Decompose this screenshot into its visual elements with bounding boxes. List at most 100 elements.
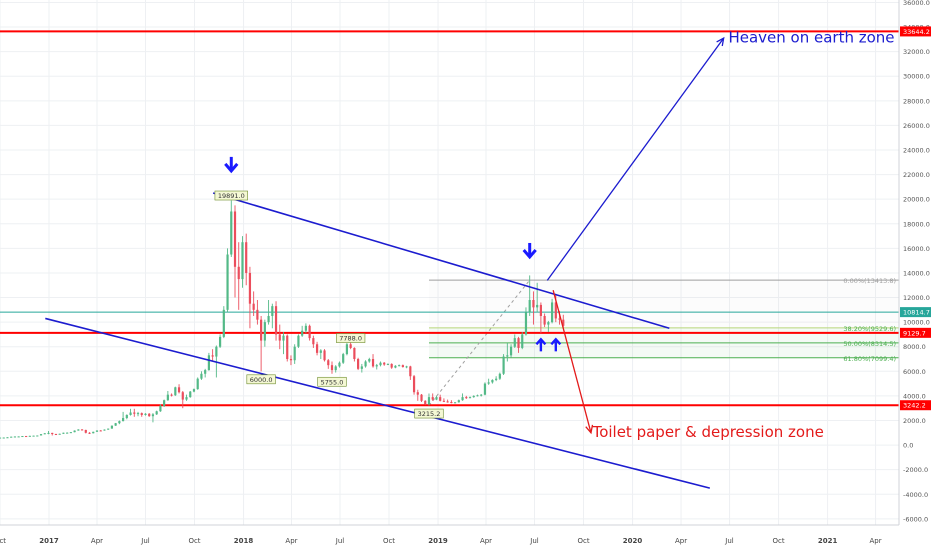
candle-body bbox=[495, 378, 498, 380]
candle-body bbox=[103, 429, 106, 431]
up-arrow-marker bbox=[535, 337, 547, 352]
candle-body bbox=[357, 359, 360, 369]
x-tick-label: Oct bbox=[188, 537, 200, 545]
candle-body bbox=[371, 359, 375, 367]
candle-body bbox=[218, 336, 222, 347]
candle-body bbox=[245, 242, 248, 273]
candle-body bbox=[211, 355, 214, 357]
x-tick-label: Oct bbox=[383, 537, 395, 545]
y-tick-label: 30000.0 bbox=[903, 73, 930, 81]
candle-body bbox=[297, 335, 300, 347]
candle-body bbox=[155, 411, 158, 415]
candle-body bbox=[342, 354, 345, 363]
price-tag-text: 9129.7 bbox=[903, 329, 926, 337]
price-label-box bbox=[246, 374, 276, 385]
price-label: 19891.0 bbox=[214, 190, 248, 201]
time-axis: Oct 2017 Apr Jul Oct 2018 Apr Jul Oct 2019 Apr Jul O… bbox=[0, 524, 932, 550]
candle-body bbox=[107, 428, 110, 430]
annotation-arrow-head bbox=[716, 36, 725, 47]
price-tag-box bbox=[900, 400, 931, 411]
time-axis-background bbox=[0, 525, 932, 550]
up-arrow-head bbox=[550, 337, 562, 346]
candle-body bbox=[491, 379, 494, 383]
candle-body bbox=[472, 395, 475, 398]
candle-body bbox=[446, 401, 449, 403]
y-tick-label: 12000.0 bbox=[903, 294, 930, 302]
candle-body bbox=[398, 365, 401, 367]
price-label: 6000.0 bbox=[246, 374, 276, 385]
candle-body bbox=[110, 425, 114, 429]
x-tick-label: Jul bbox=[724, 537, 734, 545]
candle-body bbox=[338, 362, 341, 367]
price-label-text: 6000.0 bbox=[250, 376, 273, 384]
candle-body bbox=[151, 414, 155, 417]
candle-body bbox=[547, 322, 550, 325]
price-label-text: 7788.0 bbox=[339, 335, 362, 343]
candle-body bbox=[513, 338, 516, 347]
candle-body bbox=[163, 400, 166, 406]
candle-body bbox=[51, 432, 54, 435]
price-axis-background bbox=[899, 0, 932, 525]
candle-body bbox=[420, 394, 423, 401]
candle-body bbox=[58, 433, 61, 435]
channel-trendline bbox=[212, 192, 670, 330]
annotation: Toilet paper & depression zone bbox=[552, 289, 824, 441]
candle-body bbox=[248, 272, 252, 304]
candle-body bbox=[73, 430, 76, 433]
candle-body bbox=[174, 387, 177, 396]
price-tag-box bbox=[900, 26, 931, 37]
candle-body bbox=[450, 402, 453, 404]
candle-body bbox=[502, 356, 505, 374]
fib-band bbox=[428, 327, 899, 343]
candle-body bbox=[532, 300, 535, 308]
candle-body bbox=[487, 382, 490, 384]
candle-body bbox=[308, 325, 311, 339]
fib-level-label: 0.00%(13413.8) bbox=[843, 277, 896, 285]
x-tick-label: Oct bbox=[773, 537, 785, 545]
y-tick-label: 2000.0 bbox=[903, 417, 926, 425]
candle-body bbox=[263, 322, 266, 341]
candle-body bbox=[192, 389, 196, 392]
x-tick-label: Apr bbox=[91, 537, 103, 545]
x-tick-label: Apr bbox=[480, 537, 492, 545]
candle-body bbox=[554, 302, 557, 319]
candle-body bbox=[80, 429, 84, 431]
candle-body bbox=[125, 414, 128, 419]
candle-body bbox=[412, 376, 416, 393]
candle-body bbox=[483, 383, 487, 395]
candle-body bbox=[226, 254, 229, 310]
price-tag-text: 3242.2 bbox=[903, 402, 926, 410]
candle-body bbox=[286, 335, 289, 360]
candle-body bbox=[129, 412, 132, 415]
candle-body bbox=[319, 350, 322, 353]
candle-body bbox=[509, 346, 513, 356]
x-tick-label: Jul bbox=[529, 537, 539, 545]
candle-body bbox=[222, 309, 225, 337]
candle-body bbox=[315, 344, 319, 353]
candle-body bbox=[379, 362, 382, 366]
price-label-box bbox=[414, 408, 444, 419]
candle-body bbox=[95, 430, 99, 432]
candle-body bbox=[260, 319, 263, 341]
candle-body bbox=[562, 319, 565, 326]
candle-body bbox=[278, 334, 281, 341]
annotation-text: Toilet paper & depression zone bbox=[592, 423, 824, 441]
candle-body bbox=[207, 355, 210, 371]
candle-body bbox=[353, 347, 356, 360]
candle-body bbox=[118, 421, 121, 424]
price-tag: 33644.2 bbox=[900, 26, 931, 37]
candle-body bbox=[327, 360, 330, 366]
x-tick-label: 2017 bbox=[39, 537, 59, 545]
candle-body bbox=[32, 435, 35, 437]
fib-band bbox=[428, 280, 899, 328]
candle-body bbox=[539, 304, 542, 316]
candle-body bbox=[401, 365, 404, 368]
down-arrow-marker bbox=[224, 156, 239, 174]
candle-body bbox=[92, 431, 95, 434]
candle-body bbox=[177, 387, 181, 393]
candle-body bbox=[170, 394, 173, 396]
candle-body bbox=[312, 338, 315, 345]
candlesticks bbox=[0, 200, 565, 439]
